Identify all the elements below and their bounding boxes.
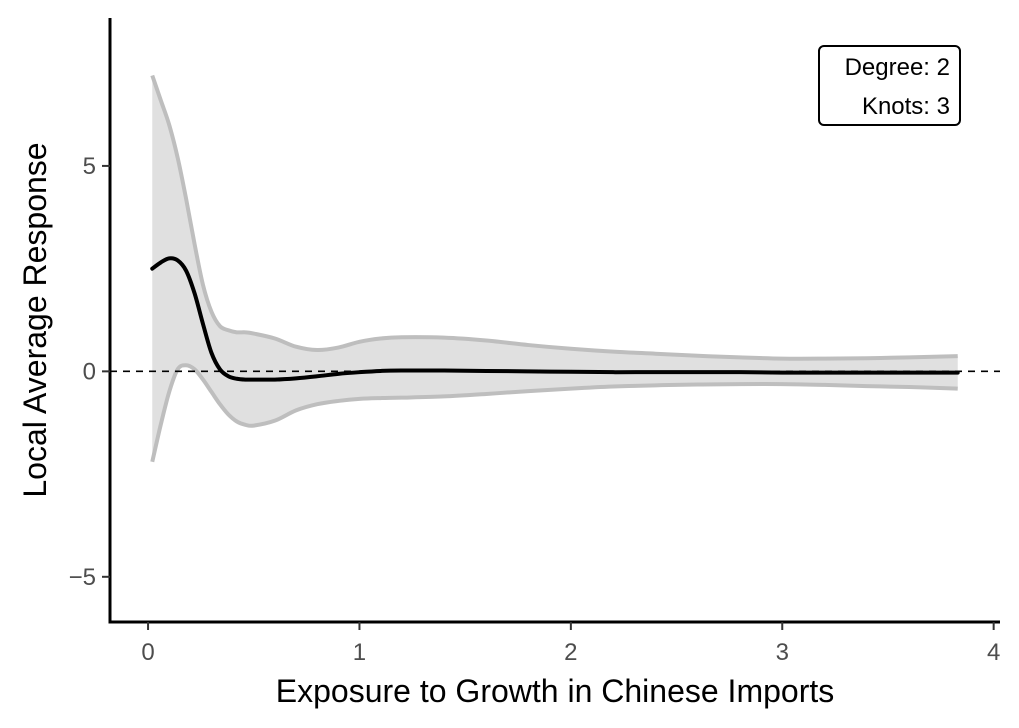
- y-tick-label: −5: [69, 564, 96, 591]
- plot-area: [110, 74, 1000, 463]
- x-tick-label: 0: [141, 639, 154, 666]
- y-tick-label: 0: [83, 358, 96, 385]
- x-axis-title: Exposure to Growth in Chinese Imports: [276, 673, 834, 709]
- estimate-line: [150, 256, 960, 382]
- y-tick-label: 5: [83, 153, 96, 180]
- annotation-box: Degree: 2 Knots: 3: [818, 45, 961, 126]
- confidence-band: [152, 75, 958, 462]
- y-axis-title: Local Average Response: [17, 142, 53, 497]
- ci-upper-line: [150, 74, 958, 361]
- x-axis-ticks: 0 1 2 3 4: [141, 622, 1000, 666]
- x-tick-label: 2: [564, 639, 577, 666]
- annotation-frame: [818, 45, 961, 126]
- y-axis-ticks: −5 0 5: [69, 153, 110, 591]
- annotation-knots: Knots: 3: [862, 93, 950, 120]
- annotation-degree: Degree: 2: [845, 54, 950, 81]
- ci-lower-line: [150, 363, 958, 463]
- x-tick-label: 1: [353, 639, 366, 666]
- x-tick-label: 4: [987, 639, 1000, 666]
- x-tick-label: 3: [776, 639, 789, 666]
